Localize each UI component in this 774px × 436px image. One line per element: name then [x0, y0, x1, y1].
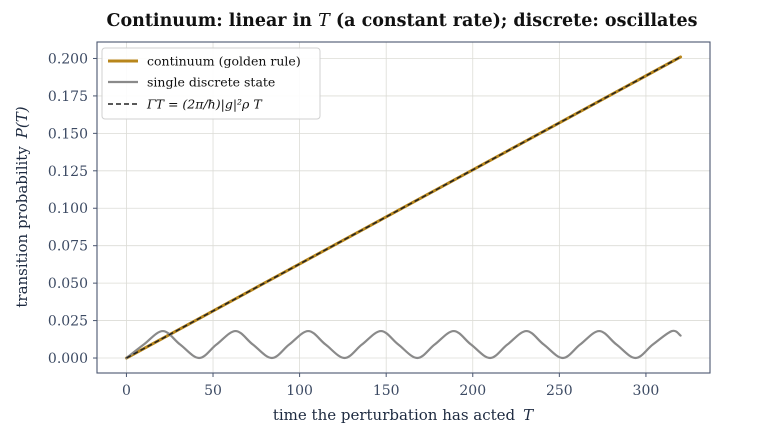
x-tick-label: 50 — [204, 383, 222, 399]
x-axis-label-text: time the perturbation has acted — [273, 406, 516, 424]
x-axis: 0 50 100 150 200 250 300 — [122, 373, 659, 399]
legend-label-continuum: continuum (golden rule) — [147, 54, 301, 69]
x-tick-label: 100 — [286, 383, 313, 399]
legend-box — [101, 47, 321, 120]
chart-title-symbol: T — [318, 11, 331, 31]
chart-title-part-2: (a constant rate); discrete: oscillates — [330, 11, 698, 31]
y-tick-label: 0.075 — [48, 239, 88, 255]
y-axis-label-symbol: P(T) — [13, 106, 31, 139]
legend: continuum (golden rule) single discrete … — [101, 47, 321, 120]
chart-title-part-1: Continuum: linear in — [107, 11, 319, 31]
legend-label-rate: ΓT = (2π/ħ)|g|²ρ T — [146, 97, 263, 112]
y-tick-label: 0.000 — [48, 351, 88, 367]
y-tick-label: 0.025 — [48, 314, 88, 330]
x-tick-label: 0 — [122, 383, 131, 399]
legend-label-discrete: single discrete state — [147, 75, 275, 90]
plot-frame — [96, 41, 711, 374]
y-tick-label: 0.200 — [48, 51, 88, 67]
y-tick-label: 0.100 — [48, 201, 88, 217]
series-discrete-line — [125, 329, 682, 360]
series-layer — [124, 55, 683, 360]
y-tick-label: 0.050 — [48, 276, 88, 292]
y-axis-label-text: transition probability — [13, 146, 31, 308]
y-axis: 0.000 0.025 0.050 0.075 0.100 0.125 0.150 0.175… — [48, 51, 97, 367]
x-tick-label: 250 — [546, 383, 573, 399]
y-tick-label: 0.175 — [48, 89, 88, 105]
x-axis-label-symbol: T — [523, 406, 534, 424]
chart-title: Continuum: linear in T (a constant rate)… — [107, 11, 698, 31]
y-axis-label: transition probability P(T) — [13, 106, 31, 307]
x-tick-label: 300 — [633, 383, 660, 399]
x-tick-label: 150 — [373, 383, 400, 399]
y-tick-label: 0.125 — [48, 164, 88, 180]
y-tick-label: 0.150 — [48, 126, 88, 142]
x-tick-label: 200 — [459, 383, 486, 399]
series-rate-line — [126, 56, 681, 359]
x-axis-label: time the perturbation has acted T — [273, 406, 534, 424]
